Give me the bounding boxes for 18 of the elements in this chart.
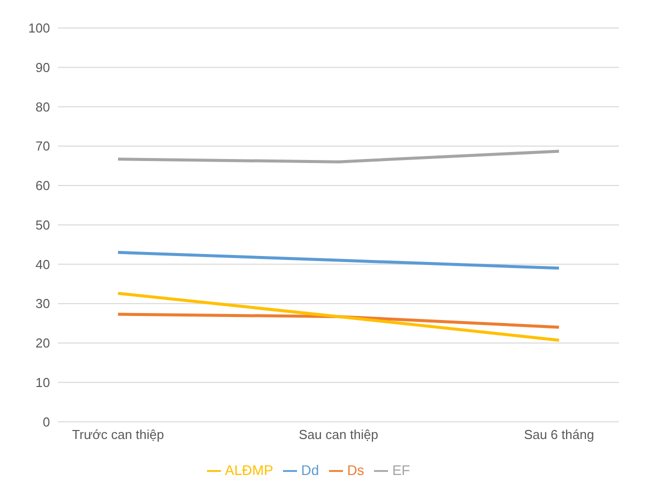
legend-label: Dd xyxy=(301,462,320,478)
legend-label: ALĐMP xyxy=(224,462,274,478)
y-tick-label: 30 xyxy=(36,296,50,312)
x-tick-label: Trước can thiệp xyxy=(72,426,164,442)
y-tick-label: 90 xyxy=(36,60,50,75)
y-tick-label: 70 xyxy=(36,138,50,154)
y-tick-label: 10 xyxy=(36,374,50,390)
legend-label: EF xyxy=(392,462,410,478)
x-tick-label: Sau 6 tháng xyxy=(524,426,594,442)
y-tick-label: 20 xyxy=(36,336,50,351)
y-tick-label: 0 xyxy=(42,414,50,430)
legend-label: Ds xyxy=(347,462,364,478)
y-tick-label: 80 xyxy=(36,99,50,114)
y-tick-label: 50 xyxy=(36,217,50,232)
y-tick-label: 60 xyxy=(36,178,50,194)
x-tick-label: Sau can thiệp xyxy=(298,426,378,442)
y-tick-label: 40 xyxy=(36,256,50,272)
y-tick-label: 100 xyxy=(28,20,50,36)
